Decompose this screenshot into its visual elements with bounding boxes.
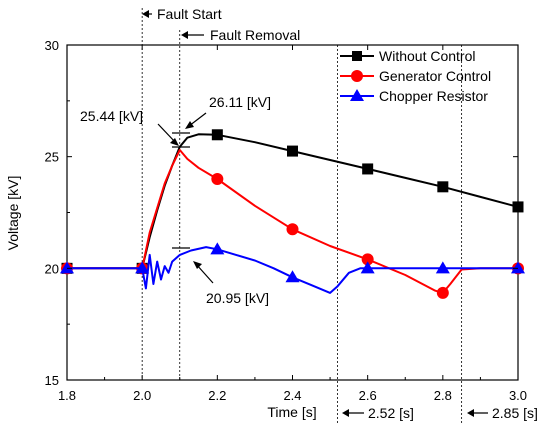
peak-25-44-annotation: 25.44 [kV] xyxy=(80,108,190,148)
time-2-52-annotation: 2.52 [s] xyxy=(342,405,414,421)
x-tick-label: 3.0 xyxy=(509,388,527,403)
point-without-control xyxy=(362,163,374,175)
x-tick-label: 1.8 xyxy=(58,388,76,403)
point-chopper-resistor xyxy=(285,270,300,283)
legend-label-without-control: Without Control xyxy=(379,48,475,64)
point-generator-control xyxy=(286,223,299,236)
series-without-control xyxy=(61,129,524,274)
x-tick-label: 2.6 xyxy=(359,388,377,403)
x-tick-label: 2.0 xyxy=(133,388,151,403)
axis-ticks: 1.8 2.0 2.2 2.4 2.6 2.8 3.0 15 20 25 30 xyxy=(45,38,528,403)
x-tick-label: 2.4 xyxy=(283,388,301,403)
legend-label-generator-control: Generator Control xyxy=(379,68,491,84)
time-2-85-annotation: 2.85 [s] xyxy=(467,405,538,421)
peak-25-44-label: 25.44 [kV] xyxy=(80,108,143,124)
legend: Without Control Generator Control Choppe… xyxy=(340,48,491,104)
arrow-down-left-icon xyxy=(185,121,194,129)
legend-marker-generator-control xyxy=(351,70,363,82)
point-without-control xyxy=(211,129,223,141)
time-2-85-label: 2.85 [s] xyxy=(492,405,538,421)
point-chopper-resistor xyxy=(360,261,375,274)
point-generator-control xyxy=(361,253,374,266)
point-generator-control xyxy=(436,286,449,299)
fault-removal-annotation: Fault Removal xyxy=(181,27,300,43)
point-chopper-resistor xyxy=(210,242,225,255)
time-2-52-label: 2.52 [s] xyxy=(368,405,414,421)
arrow-up-left-icon xyxy=(193,261,202,269)
peak-20-95-annotation: 20.95 [kV] xyxy=(172,247,269,306)
point-chopper-resistor xyxy=(435,261,450,274)
peak-20-95-label: 20.95 [kV] xyxy=(206,290,269,306)
y-tick-label: 15 xyxy=(45,373,59,388)
arrow-left-icon xyxy=(142,10,149,18)
point-chopper-resistor xyxy=(511,261,525,274)
arrow-left-icon xyxy=(342,409,349,417)
fault-removal-label: Fault Removal xyxy=(210,27,300,43)
arrow-left-icon xyxy=(467,409,474,417)
series-group xyxy=(60,129,525,299)
y-tick-label: 20 xyxy=(45,261,59,276)
peak-26-11-label: 26.11 [kV] xyxy=(209,94,271,110)
series-line-chopper-resistor xyxy=(67,246,518,294)
y-axis-title: Voltage [kV] xyxy=(5,176,21,251)
peak-26-11-annotation: 26.11 [kV] xyxy=(172,94,271,134)
legend-marker-without-control xyxy=(352,51,362,61)
point-without-control xyxy=(437,181,449,193)
legend-marker-chopper-resistor xyxy=(350,89,364,101)
x-axis-title: Time [s] xyxy=(267,404,316,420)
fault-start-annotation: Fault Start xyxy=(142,6,222,22)
legend-label-chopper-resistor: Chopper Resistor xyxy=(379,88,488,104)
y-tick-label: 30 xyxy=(45,38,59,53)
fault-start-label: Fault Start xyxy=(157,6,222,22)
point-without-control xyxy=(287,145,298,157)
arrow-down-right-icon xyxy=(170,138,179,146)
arrow-left-icon xyxy=(181,31,188,39)
fault-time-lines xyxy=(141,8,463,425)
series-chopper-resistor xyxy=(60,242,525,294)
point-without-control xyxy=(512,201,524,213)
y-tick-label: 25 xyxy=(45,150,59,165)
point-chopper-resistor xyxy=(135,261,150,274)
point-chopper-resistor xyxy=(60,261,74,274)
x-tick-label: 2.2 xyxy=(208,388,226,403)
x-tick-label: 2.8 xyxy=(434,388,452,403)
point-generator-control xyxy=(211,173,224,185)
